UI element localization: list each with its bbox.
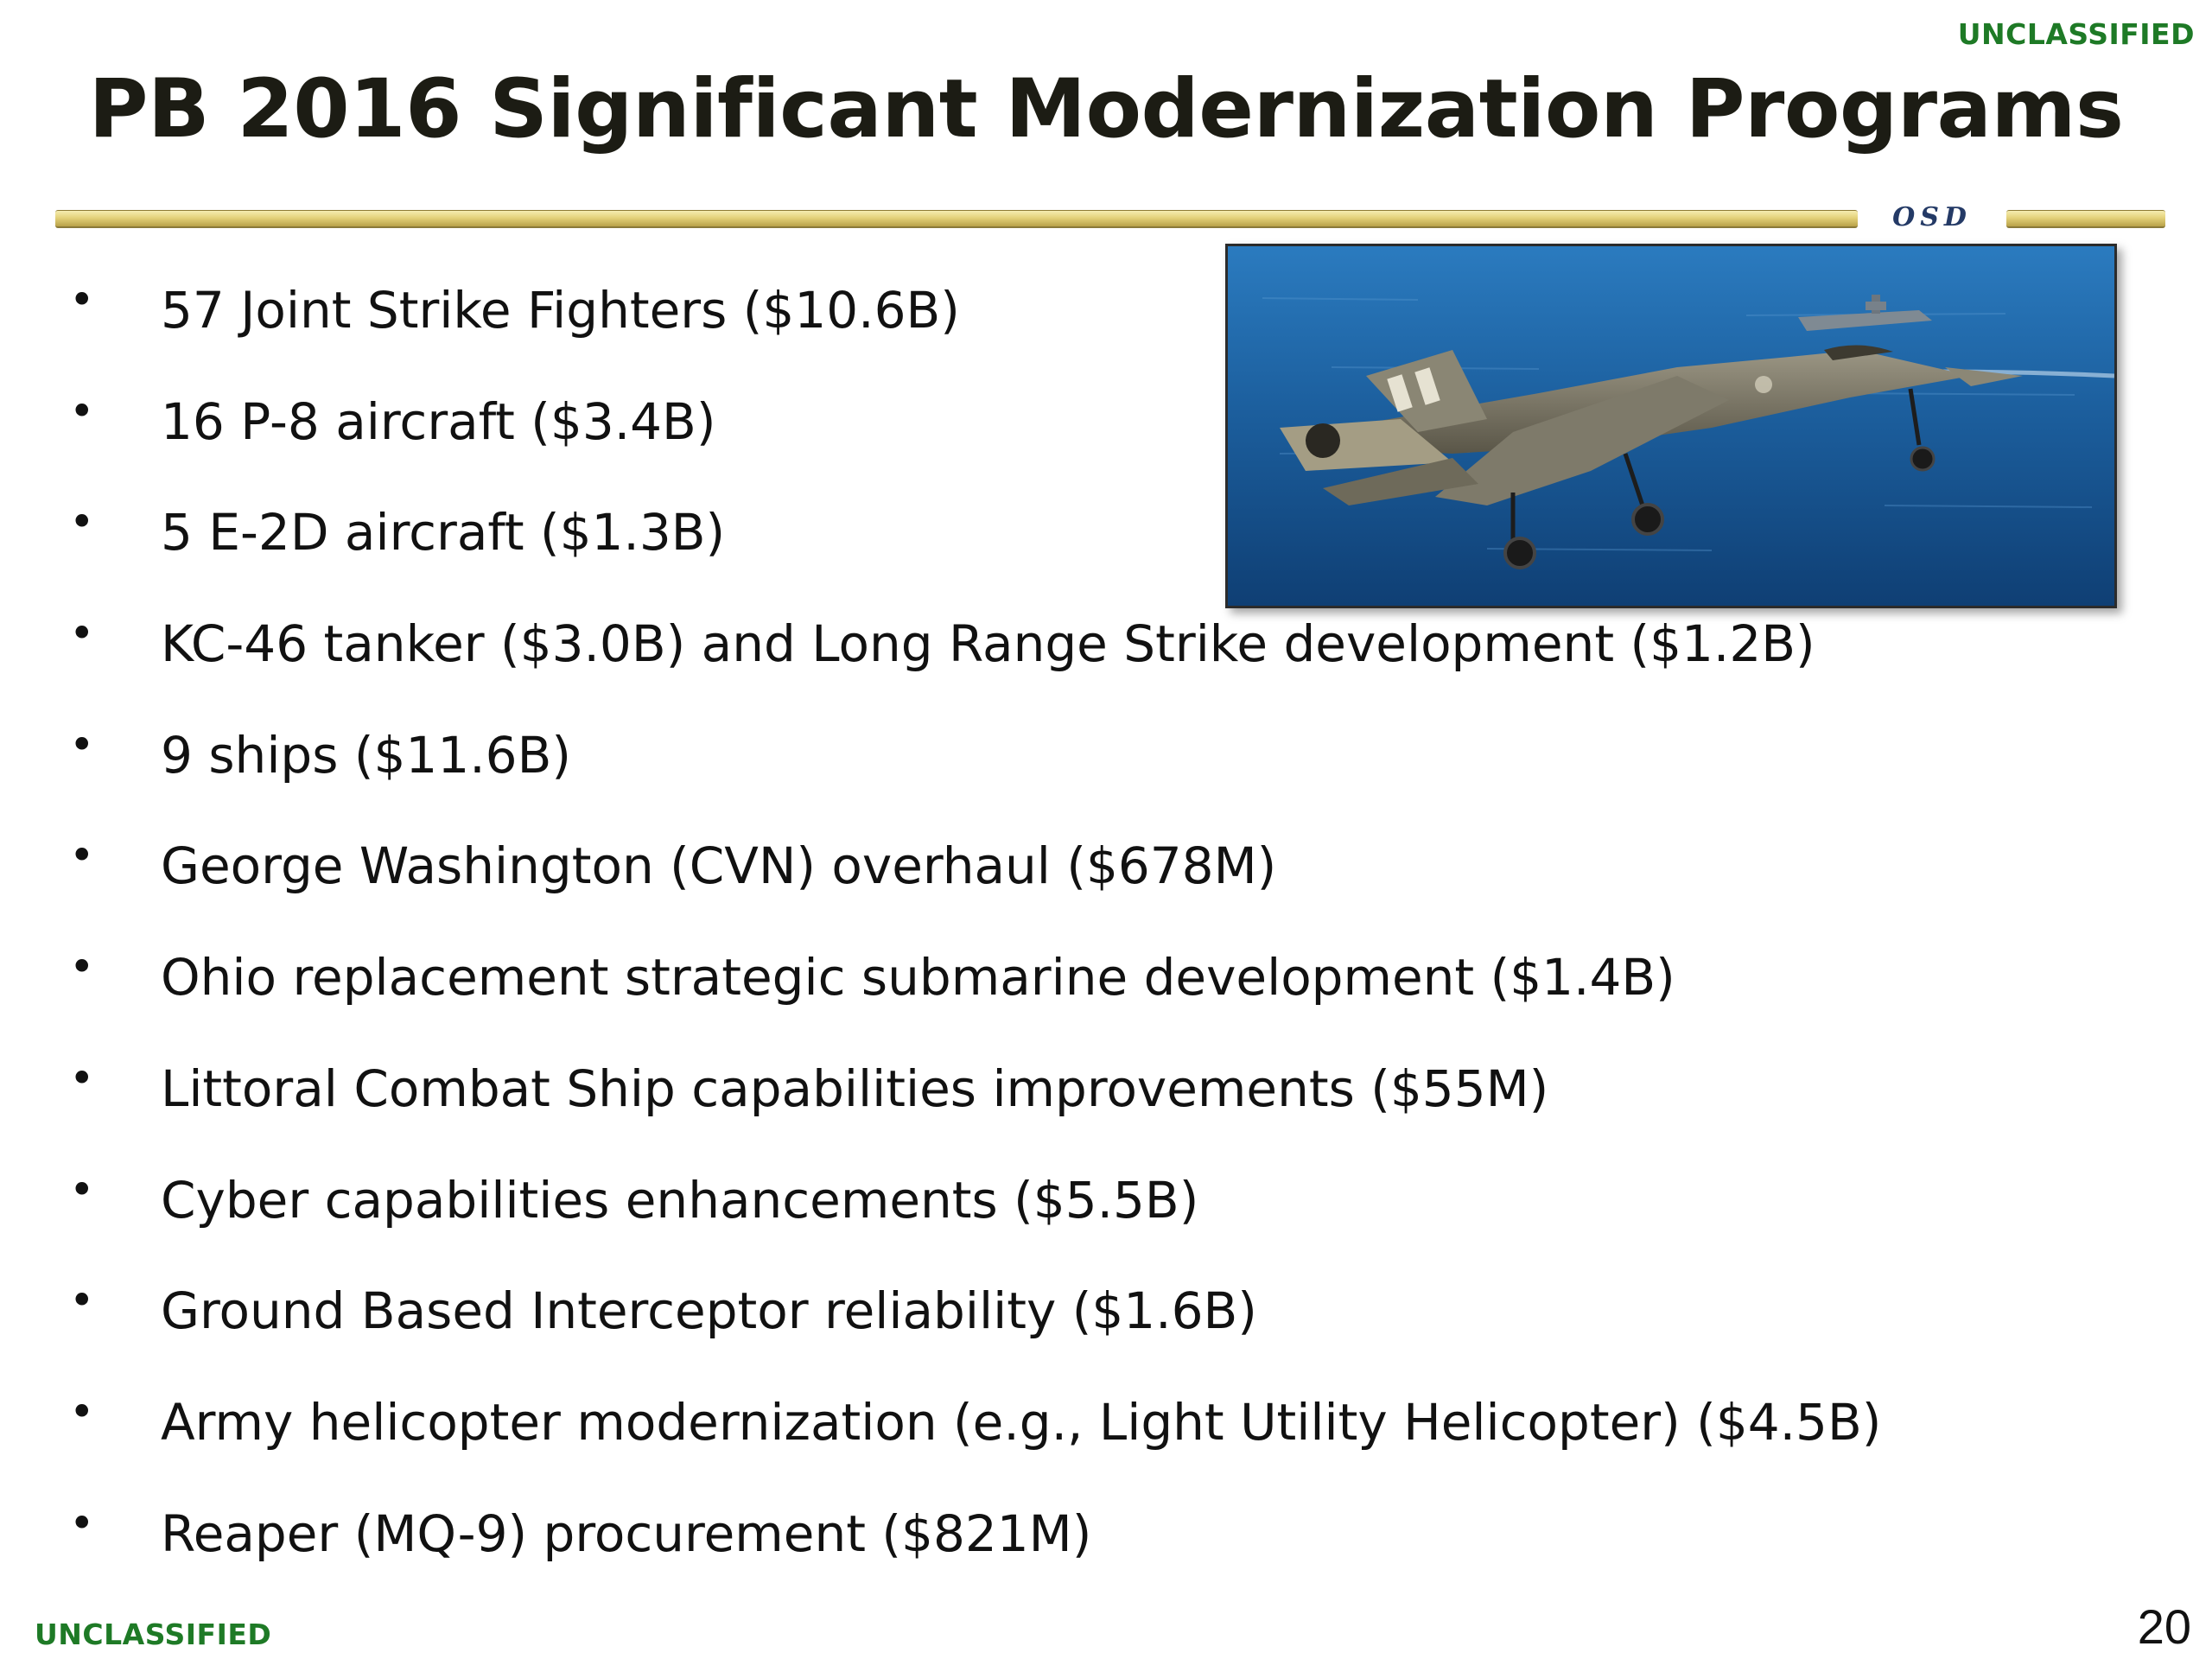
jet-over-ocean-image [1228, 246, 2114, 606]
bullet-icon: • [69, 1386, 95, 1437]
aircraft-carrier-icon [1798, 295, 1932, 331]
osd-label: OSD [1892, 202, 1972, 232]
f35-jet-icon [1280, 345, 2023, 569]
list-item-text: George Washington (CVN) overhaul ($678M) [161, 836, 1277, 896]
list-item-text: 5 E-2D aircraft ($1.3B) [161, 503, 726, 563]
classification-banner-top: UNCLASSIFIED [1957, 17, 2195, 51]
list-item-text: 57 Joint Strike Fighters ($10.6B) [161, 281, 960, 340]
bullet-icon: • [69, 1275, 95, 1326]
bullet-icon: • [69, 608, 95, 659]
bullet-icon: • [69, 942, 95, 993]
bullet-icon: • [69, 1164, 95, 1215]
list-item-text: Army helicopter modernization (e.g., Lig… [161, 1392, 1882, 1452]
bullet-icon: • [69, 719, 95, 770]
page-number: 20 [2137, 1599, 2191, 1654]
bullet-icon: • [69, 1497, 95, 1548]
list-item-text: 16 P-8 aircraft ($3.4B) [161, 391, 716, 451]
header-rule-left [55, 210, 1858, 228]
slide-title: PB 2016 Significant Modernization Progra… [88, 62, 2124, 156]
bullet-icon: • [69, 385, 95, 436]
list-item-text: Reaper (MQ-9) procurement ($821M) [161, 1503, 1092, 1563]
bullet-icon: • [69, 497, 95, 548]
list-item-text: Littoral Combat Ship capabilities improv… [161, 1058, 1549, 1118]
list-item-text: Cyber capabilities enhancements ($5.5B) [161, 1170, 1199, 1230]
f35-photo [1225, 244, 2117, 608]
classification-banner-bottom: UNCLASSIFIED [35, 1618, 272, 1651]
bullet-icon: • [69, 275, 95, 325]
list-item-text: Ground Based Interceptor reliability ($1… [161, 1281, 1257, 1341]
list-item-text: KC-46 tanker ($3.0B) and Long Range Stri… [161, 614, 1815, 674]
bullet-icon: • [69, 1052, 95, 1103]
list-item-text: 9 ships ($11.6B) [161, 725, 571, 785]
bullet-icon: • [69, 830, 95, 881]
list-item-text: Ohio replacement strategic submarine dev… [161, 948, 1675, 1007]
header-rule-right [2006, 210, 2165, 228]
